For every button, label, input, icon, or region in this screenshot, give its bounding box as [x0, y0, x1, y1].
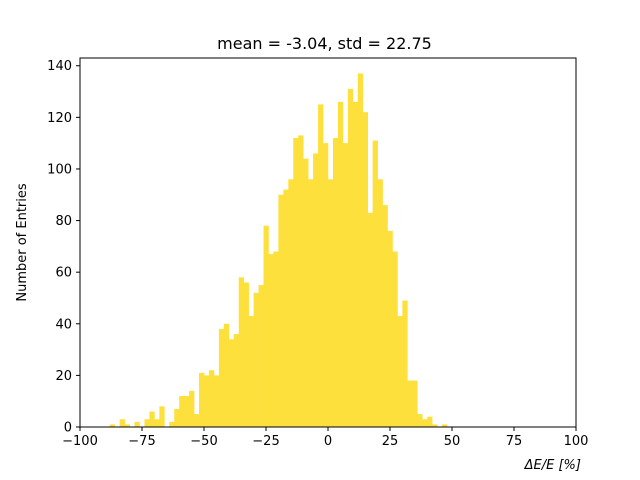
histogram-bar [134, 421, 140, 427]
histogram-bar [422, 419, 428, 427]
histogram-bar [298, 135, 304, 427]
histogram-bar [367, 212, 373, 427]
histogram-bar [313, 153, 319, 428]
y-tick-label: 60 [55, 266, 72, 281]
histogram-bar [308, 179, 314, 427]
histogram-bar [273, 251, 279, 427]
x-tick-label: −75 [128, 434, 155, 449]
histogram-bar [432, 424, 438, 427]
histogram-bar [293, 137, 299, 428]
histogram-bar [174, 408, 180, 427]
histogram-bar [397, 316, 403, 427]
histogram-bar [352, 101, 359, 428]
x-axis-label: ΔE/E [%] [524, 458, 581, 473]
y-tick-label: 120 [47, 111, 72, 126]
histogram-bar [223, 323, 230, 427]
x-tick-label: 0 [324, 434, 332, 449]
histogram-bar [149, 411, 155, 427]
histogram-bar [328, 179, 334, 427]
x-tick-label: 100 [564, 434, 589, 449]
chart-title: mean = -3.04, std = 22.75 [217, 34, 432, 53]
x-axis-ticks: −100 −75 −50 −25 0 25 50 75 100 [62, 427, 588, 449]
plot-frame [79, 57, 577, 428]
histogram-bar [263, 225, 269, 427]
histogram-bar [357, 73, 364, 427]
histogram-bar [154, 419, 160, 427]
histogram-bar [372, 140, 378, 427]
histogram-bar [109, 424, 116, 427]
x-tick-label: 50 [444, 434, 461, 449]
histogram-bar [377, 179, 383, 427]
histogram-bar [218, 328, 225, 427]
histogram-bar [258, 285, 264, 427]
histogram-bar [342, 143, 349, 427]
histogram-bar [268, 254, 274, 427]
histogram-bar [124, 424, 130, 427]
histogram-bar [179, 396, 185, 427]
histogram-bar [119, 419, 125, 427]
histogram-bar [417, 414, 423, 427]
x-tick-label: −100 [62, 434, 98, 449]
x-tick-label: −50 [190, 434, 217, 449]
x-tick-label: 75 [506, 434, 523, 449]
histogram-bar [189, 390, 195, 427]
histogram-bar [144, 419, 150, 427]
histogram-bar [213, 375, 220, 427]
bars-group [109, 73, 448, 428]
histogram-bar [159, 406, 165, 427]
histogram-bar [199, 372, 205, 427]
histogram-bar [337, 101, 344, 428]
histogram-bar [323, 143, 329, 427]
histogram-bar [208, 370, 215, 427]
histogram-bar [392, 251, 398, 427]
y-tick-label: 100 [47, 162, 72, 177]
histogram-bar [278, 194, 284, 427]
y-axis-label: Number of Entries [15, 183, 30, 302]
histogram-bar [442, 424, 448, 427]
x-tick-label: −25 [252, 434, 279, 449]
histogram-bar [382, 205, 388, 427]
y-tick-label: 40 [55, 317, 72, 332]
y-axis-ticks: 0 20 40 60 80 100 120 140 [47, 59, 80, 436]
histogram-bar [402, 300, 408, 427]
histogram-bar [318, 104, 324, 427]
histogram-bar [253, 292, 259, 427]
histogram-bar [243, 282, 249, 427]
histogram-bar [387, 230, 393, 427]
histogram-bar [303, 158, 309, 427]
y-tick-label: 20 [55, 369, 72, 384]
histogram-bar [288, 179, 294, 427]
histogram-bar [347, 88, 354, 427]
y-tick-label: 80 [55, 214, 72, 229]
histogram-bar [412, 380, 418, 427]
histogram-bar [228, 339, 235, 427]
histogram-bar [248, 316, 254, 427]
y-tick-label: 140 [47, 59, 72, 74]
histogram-bar [238, 277, 244, 427]
histogram-bar [283, 189, 289, 427]
histogram-bar [194, 414, 200, 427]
histogram-bar [407, 380, 413, 427]
histogram-bar [362, 112, 368, 427]
histogram-bar [204, 375, 210, 427]
histogram-bar [169, 421, 175, 427]
histogram-bar [332, 137, 339, 428]
y-tick-label: 0 [64, 421, 72, 436]
histogram-bar [184, 396, 190, 427]
x-tick-label: 25 [382, 434, 399, 449]
histogram-bar [427, 416, 433, 427]
histogram-bar [233, 334, 240, 427]
